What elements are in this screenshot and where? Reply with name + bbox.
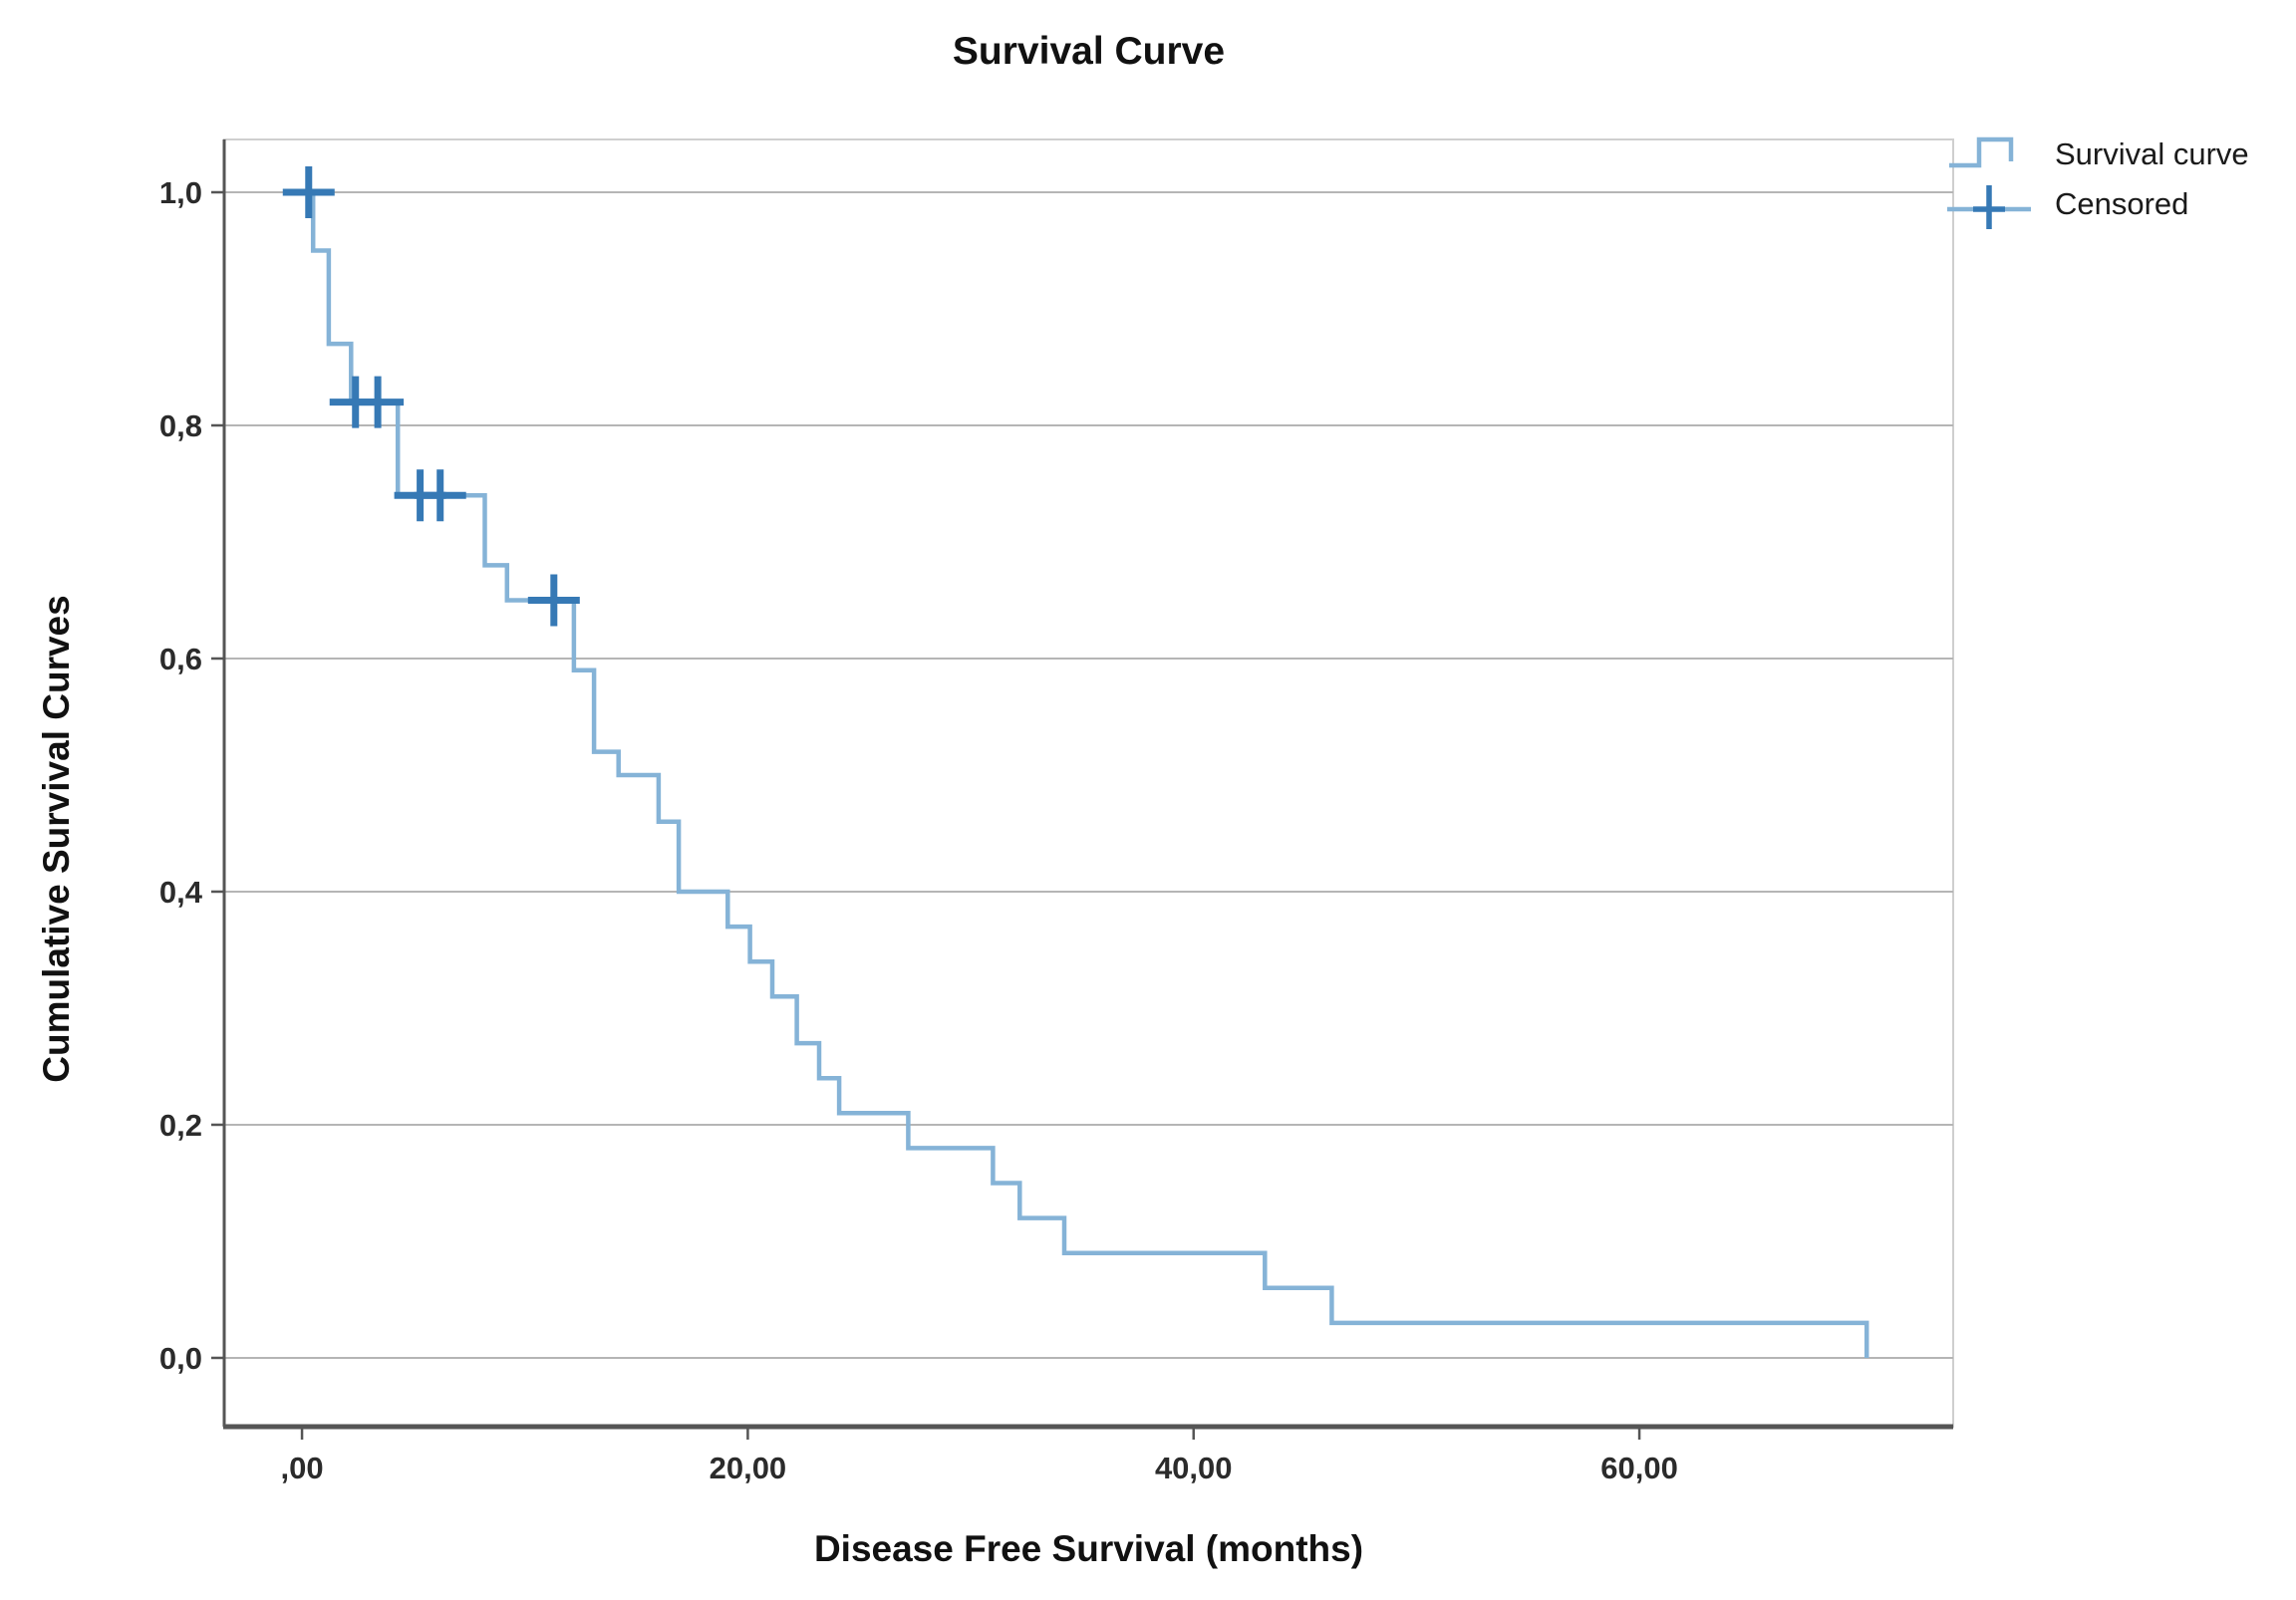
y-tick-label: 0,6: [159, 642, 202, 676]
chart-title: Survival Curve: [952, 30, 1226, 73]
y-tick-label: 1,0: [159, 175, 202, 210]
plot-frame: [223, 138, 1954, 1428]
legend: Survival curve Censored: [1945, 130, 2249, 229]
survival-curve-step-icon: [1949, 136, 2014, 168]
legend-item-censored: Censored: [1945, 179, 2249, 229]
x-axis-title: Disease Free Survival (months): [813, 1528, 1364, 1569]
x-tick-label: 40,00: [1155, 1451, 1233, 1485]
x-tick-label: 60,00: [1600, 1451, 1678, 1485]
x-tick-label: ,00: [281, 1451, 324, 1485]
legend-item-survival-curve: Survival curve: [1945, 130, 2249, 179]
x-tick-label: 20,00: [710, 1451, 787, 1485]
survival-curve-line: [302, 189, 1869, 1358]
legend-label-survival-curve: Survival curve: [2055, 136, 2249, 171]
y-tick-label: 0,0: [159, 1341, 202, 1376]
y-tick-label: 0,4: [159, 875, 203, 910]
legend-label-censored: Censored: [2055, 186, 2189, 221]
censored-plus-icon: [1947, 185, 2031, 229]
y-tick-label: 0,2: [159, 1108, 202, 1143]
y-tick-label: 0,8: [159, 408, 202, 443]
